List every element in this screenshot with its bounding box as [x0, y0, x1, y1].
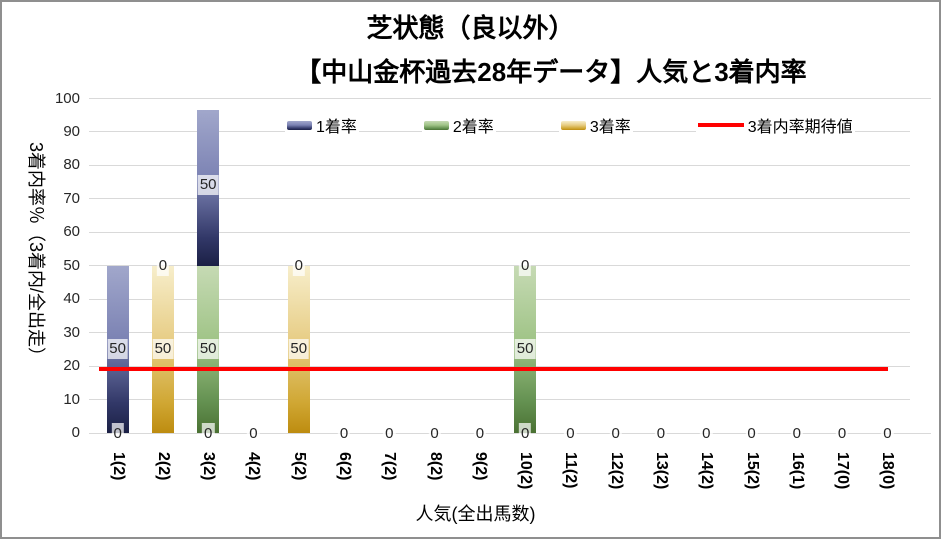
data-label: 0 [111, 423, 124, 447]
data-label: 0 [564, 423, 577, 447]
chart-title: 芝状態（良以外） [366, 13, 575, 43]
chart-subtitle: 【中山金杯過去28年データ】人気と3着内率 [105, 52, 857, 98]
legend-swatch-icon [287, 120, 312, 130]
data-label: 0 [473, 423, 487, 447]
gridline [89, 432, 931, 434]
gridline [89, 198, 910, 200]
legend-item-label: 3着率 [589, 119, 631, 136]
y-tick-label: 30 [63, 323, 80, 341]
data-label: 50 [107, 339, 128, 360]
y-tick-label: 70 [63, 189, 80, 207]
gridline [89, 399, 910, 401]
data-label: 0 [745, 423, 758, 447]
legend-item-2nd: 2着率 [421, 112, 496, 138]
y-tick-label: 50 [63, 256, 80, 274]
y-tick-label: 20 [63, 357, 80, 375]
data-label: 0 [202, 423, 215, 447]
data-label: 50 [152, 339, 174, 360]
gridline [89, 131, 910, 133]
data-label: 0 [835, 423, 849, 447]
y-tick-label: 80 [63, 156, 80, 174]
legend-line-icon [697, 123, 744, 127]
data-label: 0 [383, 423, 396, 447]
data-label: 50 [288, 339, 310, 360]
data-label: 0 [337, 423, 351, 447]
gridline [89, 298, 910, 300]
data-label: 50 [514, 339, 536, 360]
legend-item-label: 1着率 [316, 119, 357, 136]
data-label: 0 [790, 423, 803, 447]
gridline [89, 365, 910, 367]
expected-value-line [98, 367, 889, 372]
data-label: 0 [700, 423, 713, 447]
legend-swatch-icon [423, 120, 449, 130]
y-tick-label: 10 [63, 390, 80, 408]
x-axis-title: 人気(全出馬数) [415, 504, 536, 524]
data-label: 0 [428, 423, 441, 447]
gridline [89, 231, 910, 233]
data-label: 0 [518, 255, 532, 276]
data-label: 0 [609, 423, 622, 447]
data-label: 0 [247, 423, 260, 447]
data-label: 50 [197, 175, 219, 196]
y-tick-label: 0 [71, 424, 80, 441]
y-tick-label: 60 [63, 223, 80, 241]
data-label: 0 [881, 423, 894, 447]
data-label: 0 [292, 255, 305, 276]
legend-item-label: 3着内率期待値 [747, 119, 853, 136]
legend-swatch-icon [560, 120, 586, 130]
gridline [89, 265, 910, 267]
gridline [89, 332, 910, 334]
data-label: 0 [156, 255, 170, 276]
legend-item-label: 2着率 [452, 119, 494, 136]
legend-item-3rd: 3着率 [558, 112, 633, 138]
y-tick-label: 100 [54, 89, 80, 107]
y-tick-label: 90 [63, 122, 80, 140]
gridline [89, 164, 910, 166]
gridline [89, 98, 931, 99]
data-label: 50 [197, 339, 219, 360]
legend-item-1st: 1着率 [285, 112, 359, 138]
data-label: 0 [654, 423, 668, 447]
data-label: 0 [518, 423, 532, 447]
legend-item-expected: 3着内率期待値 [695, 112, 855, 138]
legend: 1着率 2着率 3着率 3着内率期待値 [285, 112, 855, 138]
y-tick-label: 40 [63, 290, 80, 308]
